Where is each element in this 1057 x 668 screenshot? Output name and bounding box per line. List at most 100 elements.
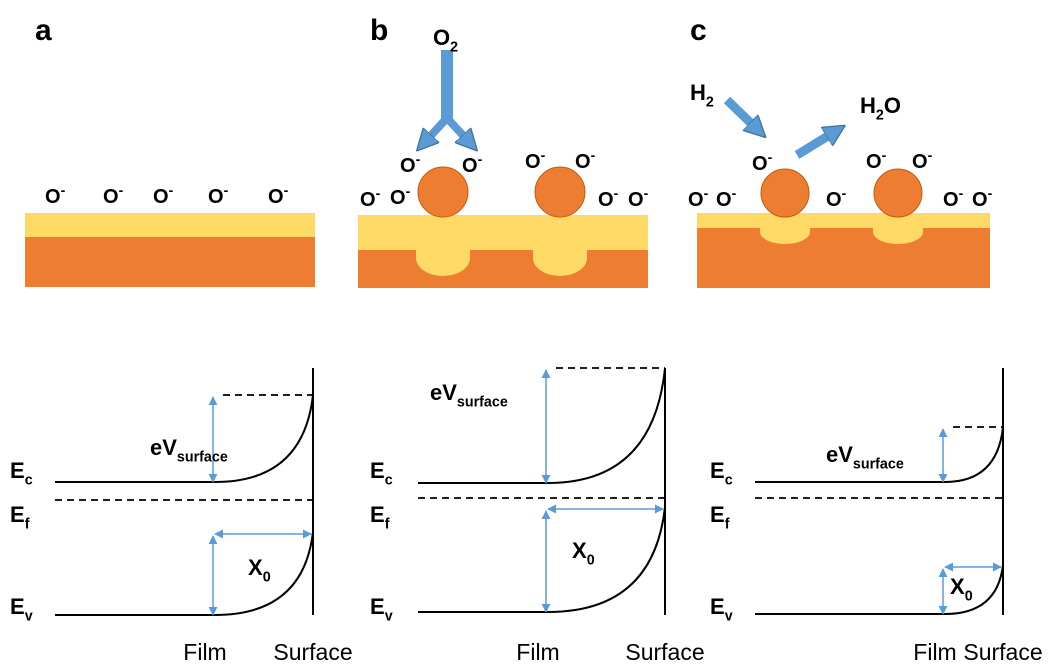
label-subscript: 0	[587, 553, 595, 569]
label-base: H	[860, 93, 876, 118]
label-subscript: v	[25, 609, 33, 625]
label-superscript: -	[882, 147, 887, 163]
label-subscript: f	[725, 517, 730, 533]
label-base: X	[950, 574, 965, 599]
ion: O-	[912, 147, 933, 173]
label-base: O	[525, 151, 541, 173]
ion: O-	[943, 185, 964, 211]
label-base: O	[268, 186, 284, 208]
label-superscript: -	[416, 151, 421, 167]
width-label: X0	[572, 538, 595, 569]
label-base: O	[45, 186, 61, 208]
label-subscript: 0	[965, 589, 973, 605]
label-superscript: -	[732, 185, 737, 201]
band-diagram	[418, 368, 665, 615]
label-base: E	[710, 502, 725, 527]
ec-label: Ec	[710, 458, 733, 489]
width-label: X0	[248, 555, 271, 586]
label-base: O	[360, 189, 376, 211]
label-superscript: -	[541, 147, 546, 163]
ion: O-	[400, 151, 421, 177]
label-base: O	[752, 153, 768, 175]
ion: O-	[575, 147, 596, 173]
label-base: O	[972, 189, 988, 211]
ion: O-	[360, 185, 381, 211]
ion: O-	[462, 151, 483, 177]
label-base: eV	[150, 435, 177, 460]
slab-b	[358, 167, 648, 288]
width-label: X0	[950, 574, 973, 605]
label-subscript: c	[725, 473, 733, 489]
valence-band	[418, 507, 665, 612]
ion: O-	[153, 182, 174, 208]
film-label: Film	[183, 639, 226, 665]
ion: O-	[45, 182, 66, 208]
ion: O-	[598, 185, 619, 211]
label-subscript: 2	[706, 95, 714, 111]
label-base: O	[390, 187, 406, 209]
ev-label: Ev	[10, 594, 33, 625]
label-subscript: 2	[876, 108, 884, 124]
barrier-label: eVsurface	[430, 380, 508, 411]
label-subscript: 0	[263, 570, 271, 586]
label-superscript: -	[988, 185, 993, 201]
label-base: H	[690, 80, 706, 105]
gas-molecule: H2O	[860, 93, 901, 124]
ion: O-	[688, 185, 709, 211]
label-subscript: surface	[853, 457, 904, 473]
label-base: O	[462, 155, 478, 177]
film-label: Film	[913, 639, 956, 665]
label-superscript: -	[478, 151, 483, 167]
label-base: O	[208, 186, 224, 208]
ev-label: Ev	[370, 594, 393, 625]
label-base: O	[400, 155, 416, 177]
label-subscript: v	[725, 609, 733, 625]
gas-arrows	[424, 50, 836, 155]
label-base: O	[153, 186, 169, 208]
label-base: O	[912, 151, 928, 173]
ion: O-	[525, 147, 546, 173]
label-base: E	[370, 594, 385, 619]
label-subscript: f	[385, 517, 390, 533]
panel-label: c	[690, 14, 707, 47]
label-base: O	[716, 189, 732, 211]
ion: O-	[752, 149, 773, 175]
label-superscript: -	[842, 185, 847, 201]
label-base: E	[10, 458, 25, 483]
band-diagram	[55, 368, 313, 615]
label-base: O	[433, 25, 450, 50]
ef-label: Ef	[370, 502, 390, 533]
label-superscript: -	[768, 149, 773, 165]
panel-label: a	[35, 14, 52, 47]
label-base: O	[826, 189, 842, 211]
conduction-band	[55, 395, 313, 482]
ion: O-	[716, 185, 737, 211]
label-subscript: surface	[177, 450, 228, 466]
barrier-label: eVsurface	[150, 435, 228, 466]
conduction-band	[755, 427, 1003, 482]
ec-label: Ec	[370, 458, 393, 489]
label-subscript: surface	[457, 395, 508, 411]
label-base: E	[10, 594, 25, 619]
label-base: X	[248, 555, 263, 580]
label-subscript: v	[385, 609, 393, 625]
label-base: X	[572, 538, 587, 563]
ion: O-	[866, 147, 887, 173]
ef-label: Ef	[710, 502, 730, 533]
label-base: O	[103, 186, 119, 208]
label-base: E	[710, 594, 725, 619]
label-subscript: f	[25, 517, 30, 533]
panel-label: b	[370, 14, 388, 47]
surface-label: Surface	[963, 639, 1042, 665]
label-base: eV	[826, 442, 853, 467]
barrier-label: eVsurface	[826, 442, 904, 473]
surface-label: Surface	[625, 639, 704, 665]
label-superscript: -	[224, 182, 229, 198]
ion: O-	[103, 182, 124, 208]
ion: O-	[826, 185, 847, 211]
ec-label: Ec	[10, 458, 33, 489]
label-base: O	[688, 189, 704, 211]
label-superscript: -	[61, 182, 66, 198]
label-subscript: c	[385, 473, 393, 489]
label-superscript: -	[704, 185, 709, 201]
